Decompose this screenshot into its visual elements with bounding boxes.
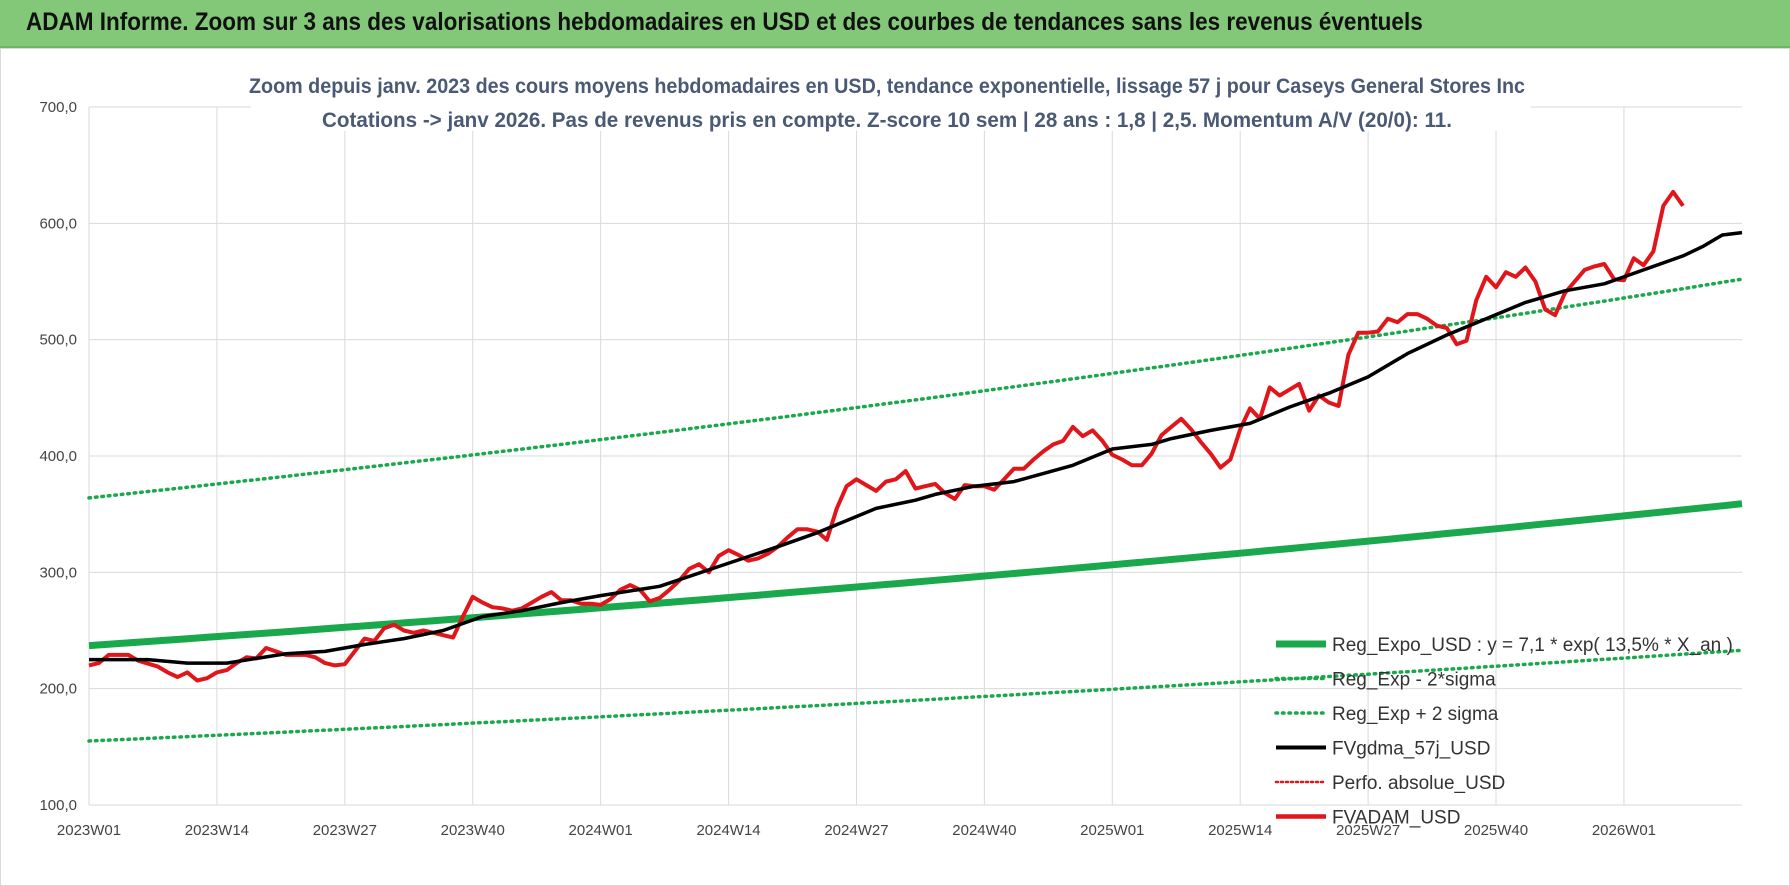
- x-tick-label: 2025W27: [1336, 822, 1400, 839]
- y-tick-label: 300,0: [39, 564, 77, 581]
- chart-title-line1: Zoom depuis janv. 2023 des cours moyens …: [249, 75, 1525, 98]
- series-reg-expo: [88, 500, 1743, 650]
- y-tick-label: 200,0: [39, 681, 77, 698]
- legend-fvgdma-label: FVgdma_57j_USD: [1332, 739, 1490, 760]
- report-title: ADAM Informe. Zoom sur 3 ans des valoris…: [26, 8, 1423, 36]
- legend-fvadam-label: FVADAM_USD: [1332, 808, 1460, 829]
- x-tick-label: 2023W01: [57, 822, 121, 839]
- series-fvgdma: [89, 230, 1743, 665]
- line-chart: 100,0 200,0 300,0 400,0 500,0 600,0 700,0 2023W…: [39, 63, 1744, 839]
- x-tick-label: 2024W01: [569, 822, 633, 839]
- series-reg-minus-2sigma: [87, 648, 1744, 743]
- series-fvadam: [88, 189, 1685, 683]
- chart-title-line2: Cotations -> janv 2026. Pas de revenus p…: [322, 109, 1452, 132]
- chart-title-bg: [251, 63, 1531, 131]
- legend-reg-expo-label: Reg_Expo_USD : y = 7,1 * exp( 13,5% * X_…: [1332, 635, 1733, 656]
- y-tick-label: 500,0: [39, 332, 77, 349]
- y-tick-label: 400,0: [39, 448, 77, 465]
- y-tick-label: 700,0: [39, 99, 77, 116]
- report-banner: ADAM Informe. Zoom sur 3 ans des valoris…: [0, 0, 1790, 48]
- x-tick-label: 2024W27: [824, 822, 888, 839]
- x-tick-label: 2023W40: [441, 822, 505, 839]
- legend-reg-minus-label: Reg_Exp - 2*sigma: [1332, 670, 1496, 691]
- y-tick-label: 600,0: [39, 215, 77, 232]
- x-tick-label: 2024W14: [696, 822, 760, 839]
- x-tick-label: 2024W40: [952, 822, 1016, 839]
- x-tick-label: 2025W14: [1208, 822, 1272, 839]
- legend-perfo-label: Perfo. absolue_USD: [1332, 773, 1505, 794]
- x-tick-label: 2023W27: [313, 822, 377, 839]
- series-reg-plus-2sigma: [87, 277, 1744, 500]
- x-tick-label: 2025W01: [1080, 822, 1144, 839]
- chart-area: 100,0 200,0 300,0 400,0 500,0 600,0 700,0 2023W…: [0, 48, 1790, 886]
- x-tick-label: 2023W14: [185, 822, 249, 839]
- legend-reg-plus-label: Reg_Exp + 2 sigma: [1332, 704, 1499, 725]
- y-tick-label: 100,0: [39, 797, 77, 814]
- x-tick-label: 2025W40: [1464, 822, 1528, 839]
- x-tick-label: 2026W01: [1592, 822, 1656, 839]
